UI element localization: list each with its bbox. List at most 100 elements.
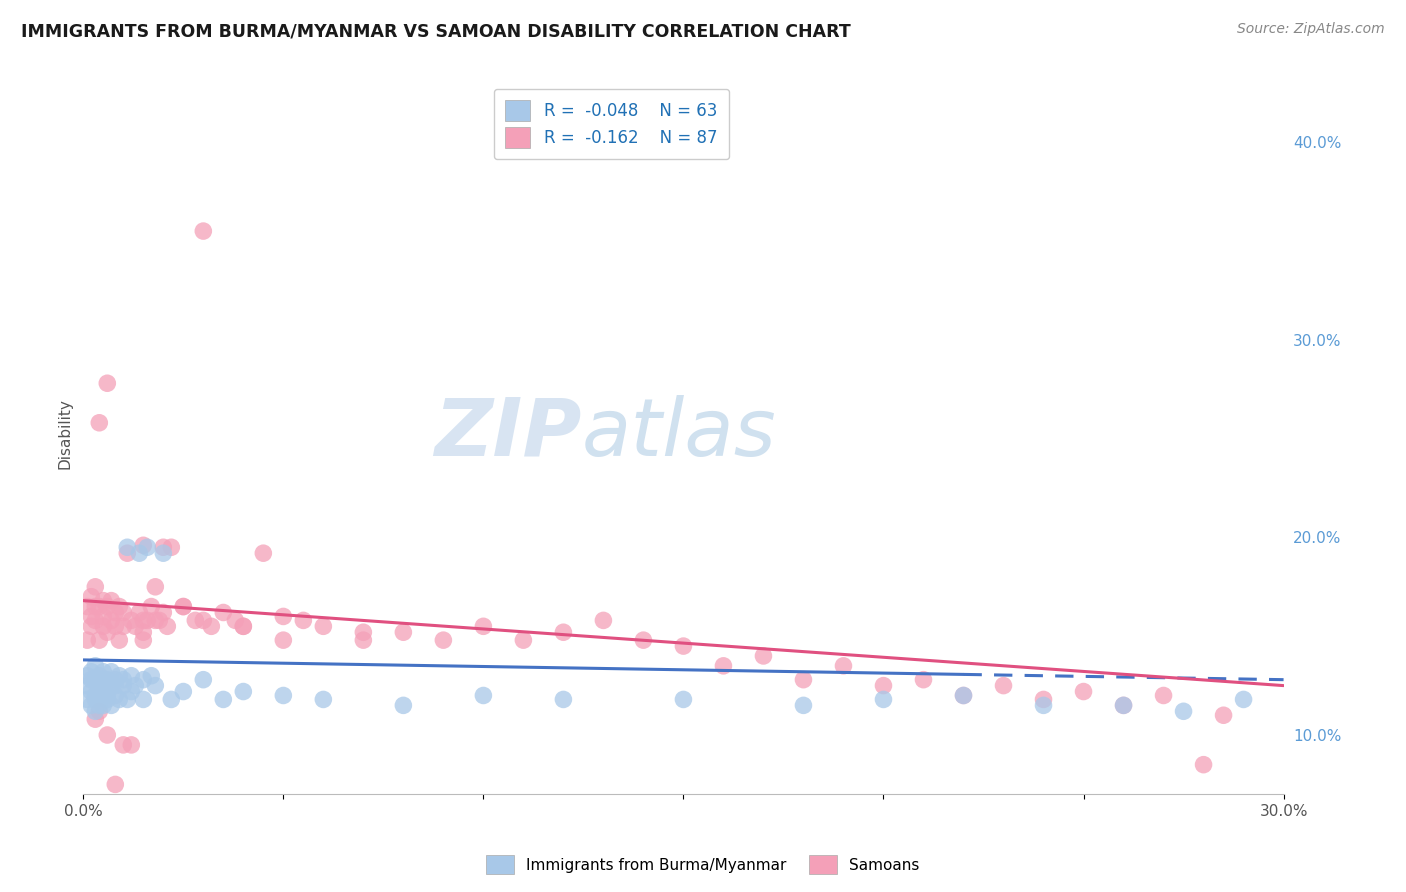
Point <box>120 669 142 683</box>
Point <box>84 580 107 594</box>
Point <box>172 684 194 698</box>
Point <box>713 658 735 673</box>
Point <box>1173 704 1195 718</box>
Point <box>132 614 155 628</box>
Point <box>143 580 166 594</box>
Point <box>212 692 235 706</box>
Point <box>392 625 415 640</box>
Point <box>148 614 170 628</box>
Point <box>124 679 146 693</box>
Point <box>152 541 174 555</box>
Point <box>76 692 98 706</box>
Point <box>112 673 135 687</box>
Point <box>76 599 98 614</box>
Point <box>84 692 107 706</box>
Point <box>872 692 894 706</box>
Point <box>200 619 222 633</box>
Point <box>132 673 155 687</box>
Point <box>80 684 103 698</box>
Point <box>232 619 254 633</box>
Point <box>91 609 114 624</box>
Point <box>273 633 295 648</box>
Point <box>152 606 174 620</box>
Point <box>117 541 139 555</box>
Point <box>136 614 159 628</box>
Point <box>141 599 163 614</box>
Point <box>120 738 142 752</box>
Point <box>89 679 111 693</box>
Point <box>91 593 114 607</box>
Point <box>193 614 215 628</box>
Point <box>108 669 131 683</box>
Point <box>432 633 454 648</box>
Point <box>132 538 155 552</box>
Point <box>352 625 374 640</box>
Point <box>104 777 127 791</box>
Point <box>232 619 254 633</box>
Point <box>89 704 111 718</box>
Point <box>96 673 118 687</box>
Point <box>104 606 127 620</box>
Point <box>224 614 246 628</box>
Point <box>84 689 107 703</box>
Point <box>292 614 315 628</box>
Point <box>633 633 655 648</box>
Point <box>1112 698 1135 713</box>
Point <box>160 541 183 555</box>
Point <box>96 692 118 706</box>
Point <box>193 224 215 238</box>
Point <box>96 376 118 391</box>
Point <box>100 593 122 607</box>
Point <box>76 633 98 648</box>
Point <box>872 679 894 693</box>
Point <box>128 546 150 560</box>
Point <box>89 669 111 683</box>
Point <box>1073 684 1095 698</box>
Point <box>84 599 107 614</box>
Point <box>112 738 135 752</box>
Point <box>952 689 974 703</box>
Point <box>132 692 155 706</box>
Point <box>172 599 194 614</box>
Point <box>1192 757 1215 772</box>
Point <box>312 619 335 633</box>
Point <box>273 689 295 703</box>
Point <box>143 679 166 693</box>
Point <box>1032 698 1054 713</box>
Point <box>232 684 254 698</box>
Point <box>104 619 127 633</box>
Point <box>592 614 614 628</box>
Point <box>91 689 114 703</box>
Point <box>100 665 122 679</box>
Point <box>80 665 103 679</box>
Point <box>160 692 183 706</box>
Point <box>136 541 159 555</box>
Point <box>792 698 814 713</box>
Point <box>84 614 107 628</box>
Point <box>96 625 118 640</box>
Text: atlas: atlas <box>582 394 776 473</box>
Point <box>84 712 107 726</box>
Point <box>392 698 415 713</box>
Point <box>472 689 495 703</box>
Point <box>193 673 215 687</box>
Point <box>96 599 118 614</box>
Point <box>91 619 114 633</box>
Point <box>156 619 179 633</box>
Point <box>1232 692 1254 706</box>
Point <box>1212 708 1234 723</box>
Point <box>108 599 131 614</box>
Point <box>117 546 139 560</box>
Point <box>104 679 127 693</box>
Point <box>792 673 814 687</box>
Point <box>112 679 135 693</box>
Point <box>143 614 166 628</box>
Point <box>672 692 695 706</box>
Point <box>89 599 111 614</box>
Point <box>172 599 194 614</box>
Point <box>84 658 107 673</box>
Point <box>128 606 150 620</box>
Point <box>91 665 114 679</box>
Point <box>80 673 103 687</box>
Point <box>553 692 575 706</box>
